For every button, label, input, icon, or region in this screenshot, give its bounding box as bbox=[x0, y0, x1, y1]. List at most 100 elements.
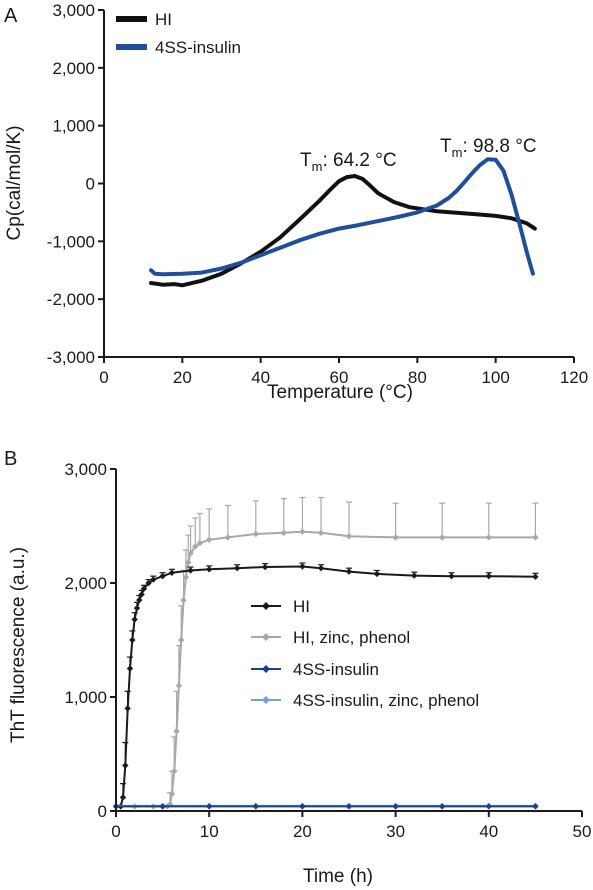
b-y-tick-label: 3,000 bbox=[64, 460, 107, 479]
panel-a-legend: HI 4SS-insulin bbox=[116, 10, 241, 57]
panel-a: A 0 20 40 60 80 100 120 -3,000 -2,000 -1,000 0 1,00… bbox=[4, 1, 588, 403]
panel-b-y-axis-title: ThT fluorescence (a.u.) bbox=[8, 547, 29, 743]
panel-b-data-point bbox=[206, 536, 213, 543]
panel-b-data-point bbox=[173, 728, 180, 735]
panel-b-legend-label: HI, zinc, phenol bbox=[293, 628, 410, 647]
b-y-tick-label: 1,000 bbox=[64, 688, 107, 707]
a-x-tick-label: 80 bbox=[408, 368, 427, 387]
panel-b-legend-marker bbox=[262, 602, 270, 610]
panel-b-legend-marker bbox=[262, 696, 270, 704]
annotation-value: : 64.2 °C bbox=[322, 150, 396, 171]
panel-a-annotations: Tm: 64.2 °CTm: 98.8 °C bbox=[300, 136, 537, 174]
panel-b-data-point bbox=[185, 559, 192, 566]
panel-b-data-point bbox=[532, 573, 539, 580]
b-x-tick-label: 20 bbox=[293, 822, 312, 841]
panel-b-data-point bbox=[233, 564, 241, 572]
panel-b-data-point bbox=[485, 572, 492, 580]
a-y-tick-label: -2,000 bbox=[47, 290, 95, 309]
a-y-tick-label: -3,000 bbox=[47, 348, 95, 367]
panel-b-data-point bbox=[168, 790, 176, 798]
panel-b-data-point bbox=[138, 591, 145, 598]
panel-b-data-point bbox=[136, 596, 143, 604]
panel-b-data-point bbox=[345, 568, 353, 575]
panel-b-data-point bbox=[299, 563, 306, 570]
panel-b-legend-marker bbox=[262, 665, 270, 673]
panel-b-data-point bbox=[299, 528, 306, 535]
panel-b-data-point bbox=[439, 803, 446, 810]
panel-a-ticks: 0 20 40 60 80 100 120 -3,000 -2,000 -1,000 0 1,000 2… bbox=[47, 1, 588, 387]
b-x-tick-label: 40 bbox=[479, 822, 498, 841]
panel-b-data-point bbox=[532, 534, 539, 541]
panel-b-data-point bbox=[252, 803, 259, 810]
panel-a-legend-label: 4SS-insulin bbox=[155, 38, 241, 57]
panel-a-legend-label: HI bbox=[155, 10, 172, 29]
panel-a-series-line-1 bbox=[149, 174, 537, 288]
panel-b-data-point bbox=[187, 550, 194, 557]
panel-b-data-point bbox=[166, 800, 174, 808]
panel-b-label: B bbox=[4, 448, 17, 470]
panel-b-data-point bbox=[411, 572, 418, 579]
panel-b-data-point bbox=[131, 616, 138, 623]
panel-b-data-point bbox=[299, 803, 306, 810]
panel-b-data-point bbox=[448, 572, 455, 580]
panel-b-data-point bbox=[317, 529, 325, 537]
panel-b-data-point bbox=[133, 604, 141, 612]
b-x-tick-label: 10 bbox=[200, 822, 219, 841]
panel-b-legend-marker bbox=[262, 633, 270, 641]
a-x-tick-label: 40 bbox=[251, 368, 270, 387]
a-y-tick-label: 3,000 bbox=[52, 1, 95, 20]
a-x-tick-label: 60 bbox=[330, 368, 349, 387]
panel-a-label: A bbox=[4, 5, 18, 27]
panel-a-annotation: Tm: 98.8 °C bbox=[440, 136, 537, 160]
panel-b-data-point bbox=[122, 762, 129, 769]
b-x-tick-label: 50 bbox=[573, 822, 592, 841]
panel-b-data-point bbox=[145, 579, 152, 587]
panel-b-data-point bbox=[206, 566, 213, 573]
panel-a-x-axis-title: Temperature (°C) bbox=[267, 382, 413, 403]
annotation-main: T bbox=[300, 150, 312, 171]
panel-b-legend-label: HI bbox=[293, 597, 310, 616]
panel-b-data-point bbox=[159, 803, 166, 810]
panel-b-data-point bbox=[182, 574, 190, 581]
panel-b-data-point bbox=[392, 534, 399, 541]
panel-a-y-axis-title: Cp(cal/mol/K) bbox=[4, 125, 25, 240]
b-x-tick-label: 30 bbox=[386, 822, 405, 841]
panel-b-ticks: 0 10 20 30 40 50 0 1,000 2,000 3,000 bbox=[64, 460, 591, 841]
a-y-tick-label: 0 bbox=[86, 175, 95, 194]
annotation-subscript: m bbox=[312, 159, 323, 174]
panel-a-series bbox=[149, 157, 537, 288]
panel-b-data-point bbox=[196, 539, 204, 547]
panel-b-data-point bbox=[206, 803, 213, 810]
a-x-tick-label: 20 bbox=[173, 368, 192, 387]
panel-a-series-line-2 bbox=[149, 157, 535, 277]
panel-b-data-point bbox=[178, 636, 185, 644]
b-y-tick-label: 0 bbox=[98, 802, 107, 821]
annotation-main: T bbox=[440, 136, 452, 157]
panel-b-data-point bbox=[126, 665, 134, 672]
a-y-tick-label: 1,000 bbox=[52, 117, 95, 136]
panel-b-data-point bbox=[345, 533, 353, 540]
b-y-tick-label: 2,000 bbox=[64, 574, 107, 593]
panel-b-data-point bbox=[373, 570, 381, 578]
panel-b-data-point bbox=[171, 767, 178, 775]
panel-b-data-point bbox=[224, 534, 232, 541]
panel-b-data-point bbox=[159, 572, 166, 580]
panel-b-data-point bbox=[187, 567, 194, 574]
panel-b-data-point bbox=[180, 596, 187, 604]
panel-b-data-point bbox=[532, 803, 539, 810]
panel-b-data-point bbox=[140, 585, 148, 592]
panel-b-legend-label: 4SS-insulin bbox=[293, 660, 379, 679]
panel-b: B 0 10 20 30 40 50 0 1,000 2,000 3,000 HI HI, zinc… bbox=[4, 448, 591, 887]
panel-b-data-point bbox=[280, 529, 287, 537]
a-x-tick-label: 120 bbox=[560, 368, 588, 387]
panel-b-data-point bbox=[392, 803, 399, 810]
panel-b-data-point bbox=[317, 564, 325, 572]
annotation-value: : 98.8 °C bbox=[462, 136, 536, 157]
panel-b-data-point bbox=[485, 803, 492, 810]
panel-b-data-point bbox=[485, 534, 492, 541]
panel-b-data-point bbox=[168, 569, 176, 576]
panel-b-data-point bbox=[439, 534, 446, 541]
panel-b-data-point bbox=[345, 803, 353, 810]
panel-a-annotation: Tm: 64.2 °C bbox=[300, 150, 397, 174]
